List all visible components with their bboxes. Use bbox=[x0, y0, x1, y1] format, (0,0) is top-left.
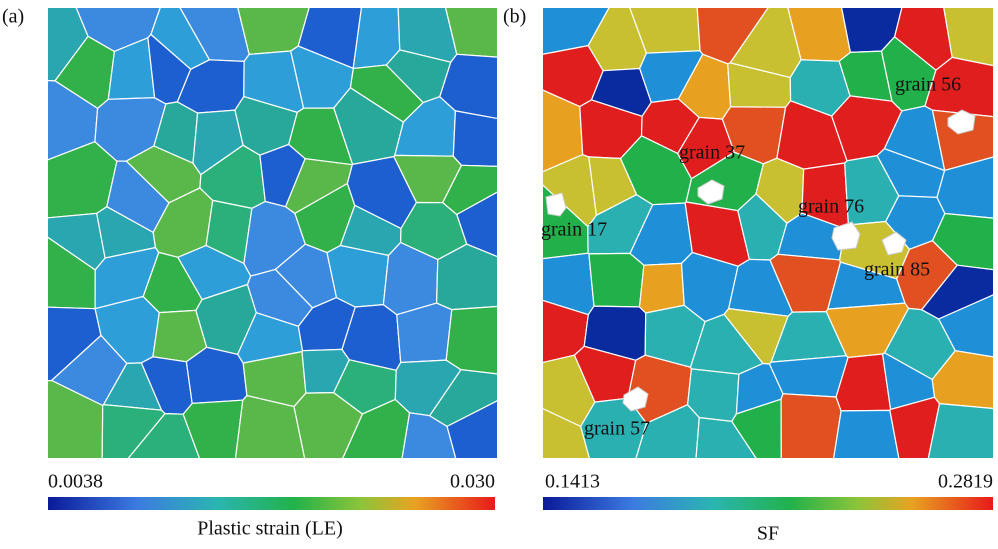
colorbar-min: 0.1413 bbox=[545, 471, 600, 493]
cubes bbox=[545, 109, 976, 412]
grain bbox=[446, 400, 497, 458]
grain bbox=[686, 368, 740, 423]
grain bbox=[439, 53, 497, 120]
cube bbox=[697, 179, 725, 205]
grain-label: grain 37 bbox=[679, 142, 745, 164]
grain bbox=[396, 302, 453, 364]
grain-label: grain 85 bbox=[864, 259, 930, 281]
grain bbox=[452, 110, 497, 167]
grain bbox=[768, 355, 849, 398]
grain bbox=[326, 244, 390, 308]
cube bbox=[831, 221, 861, 251]
cube bbox=[545, 192, 567, 217]
grain bbox=[435, 243, 497, 311]
grain bbox=[638, 262, 685, 314]
grain-label: grain 56 bbox=[895, 74, 961, 96]
colorbar-min: 0.0038 bbox=[48, 471, 103, 493]
cube bbox=[622, 386, 649, 412]
grain bbox=[445, 8, 497, 58]
colorbar bbox=[48, 497, 495, 510]
grain-label: grain 57 bbox=[584, 418, 650, 440]
grain bbox=[588, 252, 645, 308]
grain bbox=[780, 393, 842, 458]
cube bbox=[881, 231, 907, 256]
colorbar-max: 0.2819 bbox=[938, 471, 993, 493]
colorbar-title: SF bbox=[757, 523, 779, 545]
grain-label: grain 76 bbox=[798, 196, 864, 218]
panel-label: (a) bbox=[2, 6, 24, 28]
grain bbox=[931, 350, 993, 410]
grain bbox=[441, 164, 497, 216]
grain-label: grain 17 bbox=[541, 219, 607, 241]
grain bbox=[943, 8, 993, 67]
grain bbox=[920, 264, 993, 320]
grain bbox=[927, 402, 993, 458]
colorbar-max: 0.030 bbox=[450, 471, 495, 493]
colorbar-title: Plastic strain (LE) bbox=[197, 518, 343, 540]
grain bbox=[833, 409, 900, 458]
grain bbox=[924, 56, 993, 118]
grain bbox=[936, 156, 993, 219]
cube bbox=[947, 109, 976, 135]
panel-label: (b) bbox=[503, 6, 526, 28]
grain bbox=[445, 305, 497, 375]
grain bbox=[428, 369, 497, 428]
colorbar bbox=[543, 497, 993, 510]
strain-map bbox=[48, 8, 497, 458]
grain bbox=[931, 212, 993, 271]
